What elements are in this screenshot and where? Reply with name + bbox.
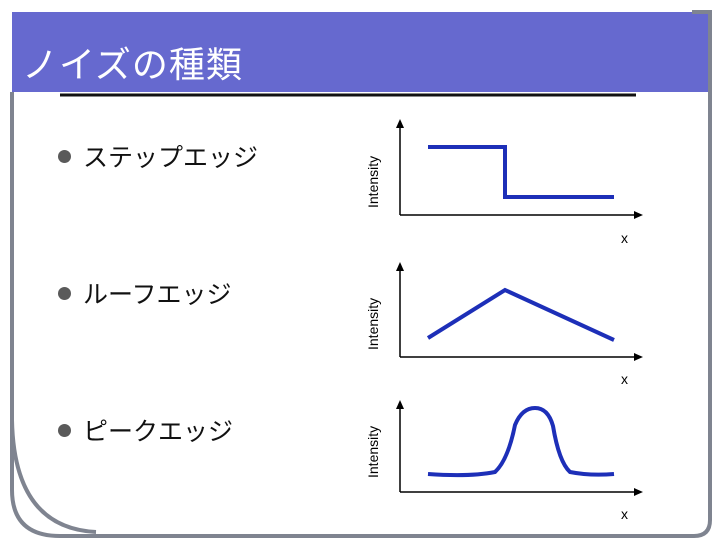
plot-step-curve	[428, 145, 614, 199]
bullet-dot-icon	[58, 423, 71, 437]
bullet-label: ルーフエッジ	[83, 280, 232, 309]
plot-step-y-arrow	[396, 119, 404, 128]
plot-roof-xlabel: x	[621, 371, 628, 387]
frame-bottom-curve	[10, 419, 97, 534]
plot-peak-curve	[427, 405, 615, 478]
slide-frame	[10, 10, 712, 538]
bullet-item-step-edge: ステップエッジ	[58, 138, 258, 174]
plot-peak-x-arrow	[634, 488, 643, 496]
plot-step-ylabel: Intensity	[365, 156, 381, 208]
plot-step-edge: Intensity x	[365, 119, 643, 246]
plot-peak-xlabel: x	[621, 506, 628, 522]
plot-peak-ylabel: Intensity	[365, 426, 381, 478]
bullet-label: ステップエッジ	[83, 143, 259, 172]
bullet-dot-icon	[58, 286, 71, 300]
frame-right-edge	[10, 10, 712, 538]
plot-roof-curve	[426, 287, 615, 342]
header-bar	[12, 12, 710, 92]
bullet-dot-icon	[58, 149, 71, 163]
plot-step-xlabel: x	[621, 230, 628, 246]
plot-roof-edge: Intensity x	[365, 262, 643, 387]
plot-roof-y-arrow	[396, 262, 404, 271]
plot-peak-y-arrow	[396, 400, 404, 409]
plot-roof-x-arrow	[634, 353, 643, 361]
plot-roof-ylabel: Intensity	[365, 298, 381, 350]
slide-title: ノイズの種類	[22, 45, 243, 86]
bullet-item-peak-edge: ピークエッジ	[58, 412, 233, 448]
plot-peak-edge: Intensity x	[365, 400, 643, 522]
plot-step-x-arrow	[634, 211, 643, 219]
bullet-item-roof-edge: ルーフエッジ	[58, 275, 232, 311]
bullet-label: ピークエッジ	[83, 417, 234, 446]
